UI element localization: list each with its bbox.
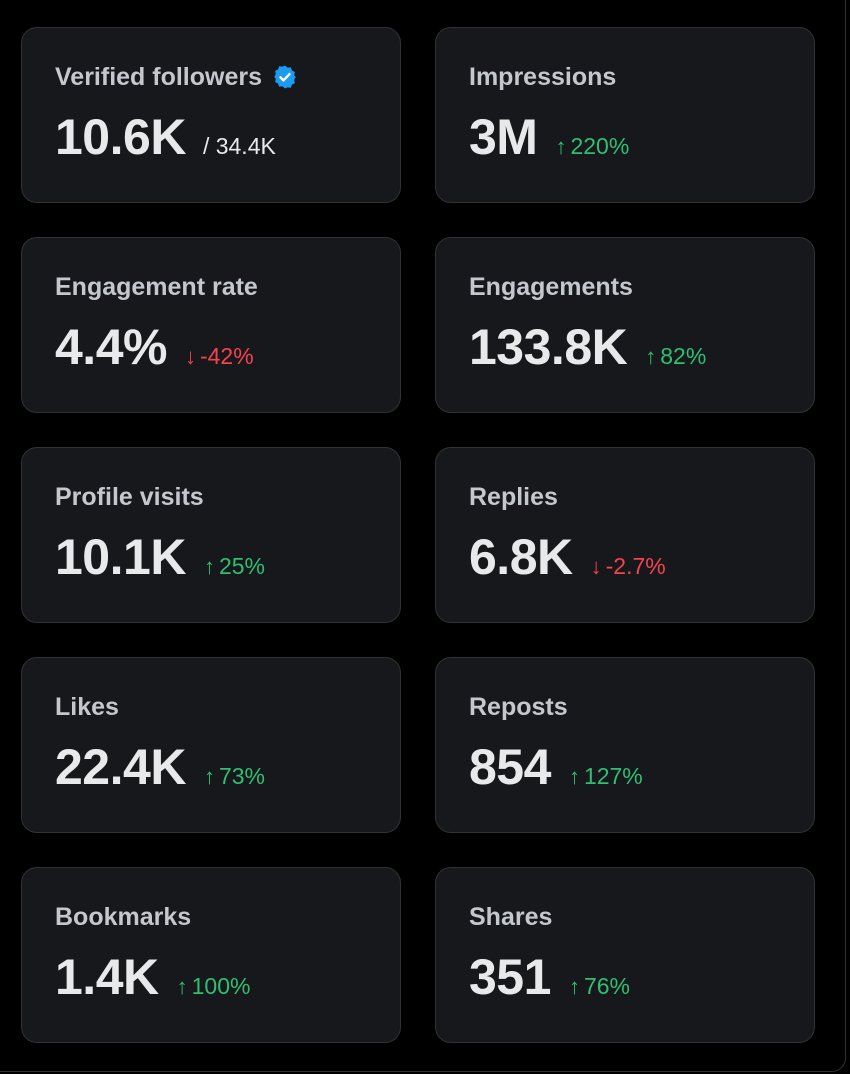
metric-delta-value: 76%	[583, 973, 630, 999]
metric-delta: ↓ -42%	[185, 343, 254, 370]
metric-label: Impressions	[469, 63, 617, 91]
metric-value: 854	[469, 739, 551, 795]
metric-value: 3M	[469, 109, 538, 165]
verified-badge-icon	[272, 64, 298, 90]
metric-label: Replies	[469, 483, 558, 511]
metric-card-impressions[interactable]: Impressions 3M ↑ 220%	[435, 27, 815, 203]
metric-value-row: 6.8K ↓ -2.7%	[469, 528, 814, 586]
metric-delta-value: 127%	[583, 763, 643, 789]
arrow-down-icon: ↓	[590, 554, 602, 579]
metric-delta-value: -2.7%	[605, 553, 666, 579]
metric-label: Likes	[55, 693, 119, 721]
metric-value: 10.6K	[55, 109, 186, 165]
metric-value-row: 10.6K / 34.4K	[55, 108, 400, 166]
metric-delta-value: -42%	[199, 343, 254, 369]
metric-value: 6.8K	[469, 529, 573, 585]
metric-label: Verified followers	[55, 63, 263, 91]
metric-value: 22.4K	[55, 739, 186, 795]
metric-delta-value: 220%	[570, 133, 630, 159]
arrow-up-icon: ↑	[203, 554, 215, 579]
metric-delta: ↑ 73%	[204, 763, 265, 790]
metric-total: / 34.4K	[202, 133, 276, 159]
arrow-up-icon: ↑	[176, 974, 188, 999]
arrow-down-icon: ↓	[184, 344, 196, 369]
metric-delta: ↑ 220%	[555, 133, 629, 160]
metric-delta-value: 100%	[191, 973, 251, 999]
metric-label: Engagements	[469, 273, 633, 301]
metric-label: Bookmarks	[55, 903, 192, 931]
metric-card-replies[interactable]: Replies 6.8K ↓ -2.7%	[435, 447, 815, 623]
metric-delta: ↑ 100%	[177, 973, 251, 1000]
metric-value-row: 3M ↑ 220%	[469, 108, 814, 166]
metric-delta: ↓ -2.7%	[591, 553, 666, 580]
metric-value: 10.1K	[55, 529, 186, 585]
metric-delta: ↑ 127%	[569, 763, 643, 790]
metric-card-verified-followers[interactable]: Verified followers 10.6K / 34.4K	[21, 27, 401, 203]
metric-value: 133.8K	[469, 319, 628, 375]
metric-delta: ↑ 25%	[204, 553, 265, 580]
metric-value-row: 22.4K ↑ 73%	[55, 738, 400, 796]
metric-label: Profile visits	[55, 483, 204, 511]
metric-value-row: 133.8K ↑ 82%	[469, 318, 814, 376]
metric-delta-value: 25%	[218, 553, 265, 579]
metric-card-engagement-rate[interactable]: Engagement rate 4.4% ↓ -42%	[21, 237, 401, 413]
metric-value-row: 1.4K ↑ 100%	[55, 948, 400, 1006]
metric-card-profile-visits[interactable]: Profile visits 10.1K ↑ 25%	[21, 447, 401, 623]
metrics-grid: Verified followers 10.6K / 34.4K Impress…	[21, 27, 815, 1043]
metric-delta-value: 73%	[218, 763, 265, 789]
metric-value-row: 351 ↑ 76%	[469, 948, 814, 1006]
arrow-up-icon: ↑	[203, 764, 215, 789]
metric-value-row: 4.4% ↓ -42%	[55, 318, 400, 376]
metric-label: Engagement rate	[55, 273, 258, 301]
metric-card-likes[interactable]: Likes 22.4K ↑ 73%	[21, 657, 401, 833]
metric-label-row: Verified followers	[55, 62, 400, 92]
arrow-up-icon: ↑	[555, 134, 567, 159]
metric-value: 351	[469, 949, 551, 1005]
arrow-up-icon: ↑	[568, 974, 580, 999]
metric-value-row: 854 ↑ 127%	[469, 738, 814, 796]
metric-card-shares[interactable]: Shares 351 ↑ 76%	[435, 867, 815, 1043]
arrow-up-icon: ↑	[568, 764, 580, 789]
metric-value: 1.4K	[55, 949, 159, 1005]
metric-delta: ↑ 82%	[645, 343, 706, 370]
metric-card-bookmarks[interactable]: Bookmarks 1.4K ↑ 100%	[21, 867, 401, 1043]
metric-delta-value: 82%	[660, 343, 707, 369]
metric-delta: ↑ 76%	[569, 973, 630, 1000]
metric-card-reposts[interactable]: Reposts 854 ↑ 127%	[435, 657, 815, 833]
metric-card-engagements[interactable]: Engagements 133.8K ↑ 82%	[435, 237, 815, 413]
metric-value: 4.4%	[55, 319, 167, 375]
metric-value-row: 10.1K ↑ 25%	[55, 528, 400, 586]
arrow-up-icon: ↑	[645, 344, 657, 369]
metric-label: Reposts	[469, 693, 568, 721]
metric-label: Shares	[469, 903, 553, 931]
